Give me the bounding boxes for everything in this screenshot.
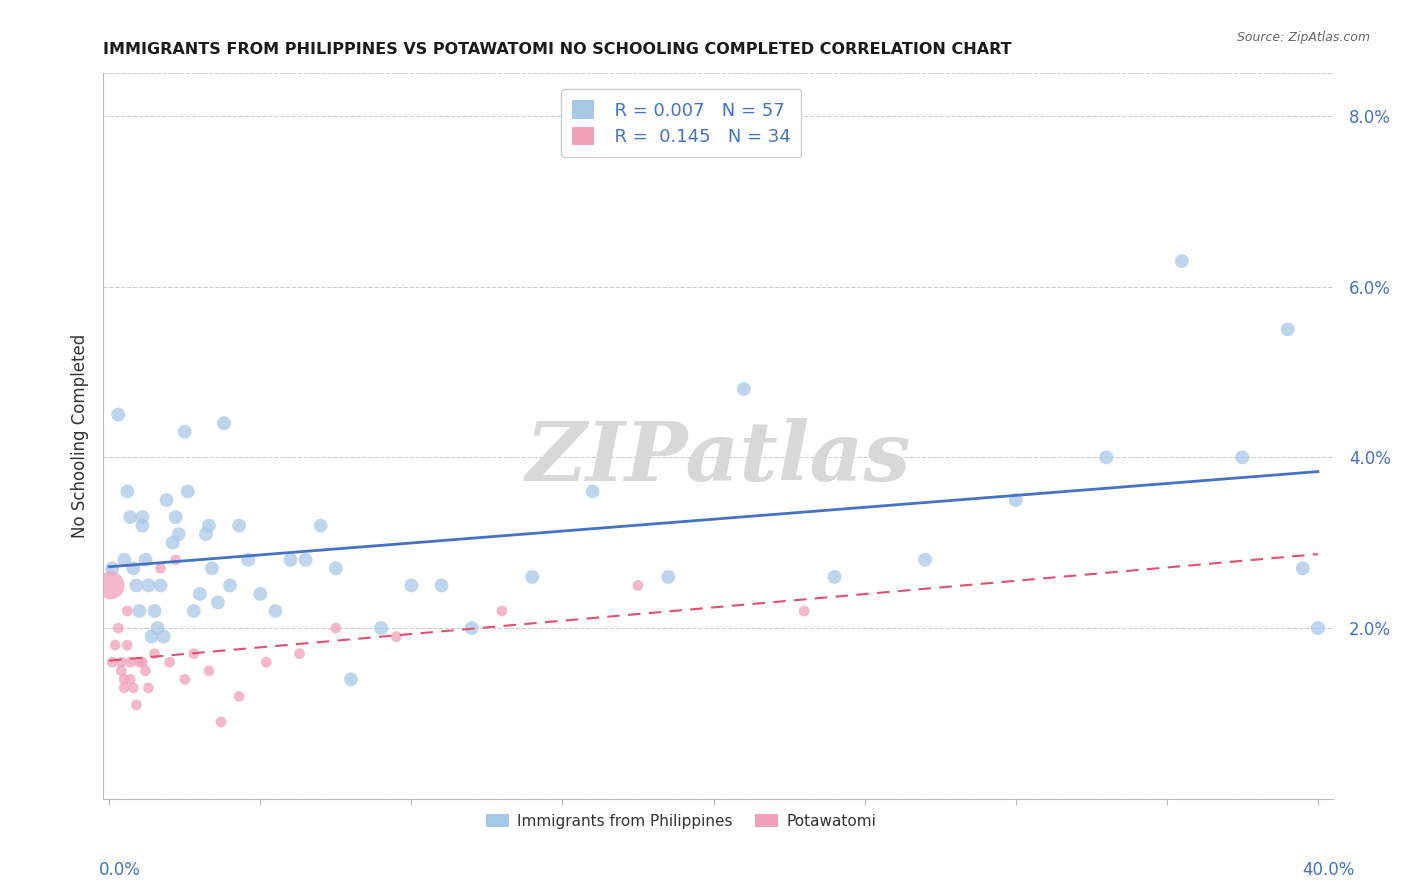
Point [823,570,845,584]
Point [522,570,544,584]
Point [149,561,172,575]
Point [146,621,169,635]
Point [138,681,160,695]
Point [254,655,277,669]
Point [198,518,221,533]
Point [385,630,408,644]
Point [125,698,148,712]
Point [212,416,235,430]
Point [207,595,229,609]
Point [141,630,163,644]
Point [110,655,132,669]
Point [201,561,224,575]
Point [165,553,187,567]
Point [125,578,148,592]
Point [165,510,187,524]
Point [131,518,153,533]
Point [1095,450,1118,465]
Point [149,578,172,592]
Point [143,604,166,618]
Point [122,681,145,695]
Point [131,655,153,669]
Text: 40.0%: 40.0% [1302,861,1355,879]
Point [238,553,260,567]
Point [1292,561,1315,575]
Point [120,655,142,669]
Point [325,621,347,635]
Point [107,621,129,635]
Point [219,578,242,592]
Point [582,484,605,499]
Point [188,587,211,601]
Point [162,535,184,549]
Point [173,673,195,687]
Point [198,664,221,678]
Point [1004,493,1026,508]
Point [264,604,287,618]
Point [128,604,150,618]
Point [280,553,302,567]
Point [117,484,139,499]
Point [173,425,195,439]
Point [112,681,135,695]
Point [288,647,311,661]
Point [134,664,156,678]
Point [110,664,132,678]
Point [793,604,815,618]
Point [155,493,177,508]
Point [101,655,124,669]
Point [228,518,250,533]
Point [107,408,129,422]
Point [167,527,190,541]
Point [294,553,316,567]
Point [209,714,232,729]
Point [117,638,139,652]
Point [1232,450,1254,465]
Point [249,587,271,601]
Point [194,527,217,541]
Point [112,553,135,567]
Point [325,561,347,575]
Y-axis label: No Schooling Completed: No Schooling Completed [72,334,89,538]
Point [138,578,160,592]
Point [120,673,142,687]
Point [112,673,135,687]
Point [309,518,332,533]
Point [159,655,181,669]
Point [183,604,205,618]
Point [183,647,205,661]
Text: IMMIGRANTS FROM PHILIPPINES VS POTAWATOMI NO SCHOOLING COMPLETED CORRELATION CHA: IMMIGRANTS FROM PHILIPPINES VS POTAWATOM… [103,42,1012,57]
Text: Source: ZipAtlas.com: Source: ZipAtlas.com [1237,31,1371,45]
Point [100,578,122,592]
Text: 0.0%: 0.0% [98,861,141,879]
Point [101,561,124,575]
Point [461,621,484,635]
Point [120,510,142,524]
Point [143,647,166,661]
Point [1277,322,1299,336]
Point [131,510,153,524]
Point [491,604,513,618]
Point [370,621,392,635]
Point [122,561,145,575]
Point [430,578,453,592]
Point [134,553,156,567]
Point [401,578,423,592]
Point [177,484,200,499]
Point [104,638,127,652]
Point [1171,254,1194,268]
Point [152,630,174,644]
Point [340,673,363,687]
Point [228,690,250,704]
Point [657,570,679,584]
Point [914,553,936,567]
Text: ZIPatlas: ZIPatlas [526,417,911,498]
Point [627,578,650,592]
Point [117,604,139,618]
Point [128,655,150,669]
Legend: Immigrants from Philippines, Potawatomi: Immigrants from Philippines, Potawatomi [481,807,882,835]
Point [733,382,755,396]
Point [1306,621,1329,635]
